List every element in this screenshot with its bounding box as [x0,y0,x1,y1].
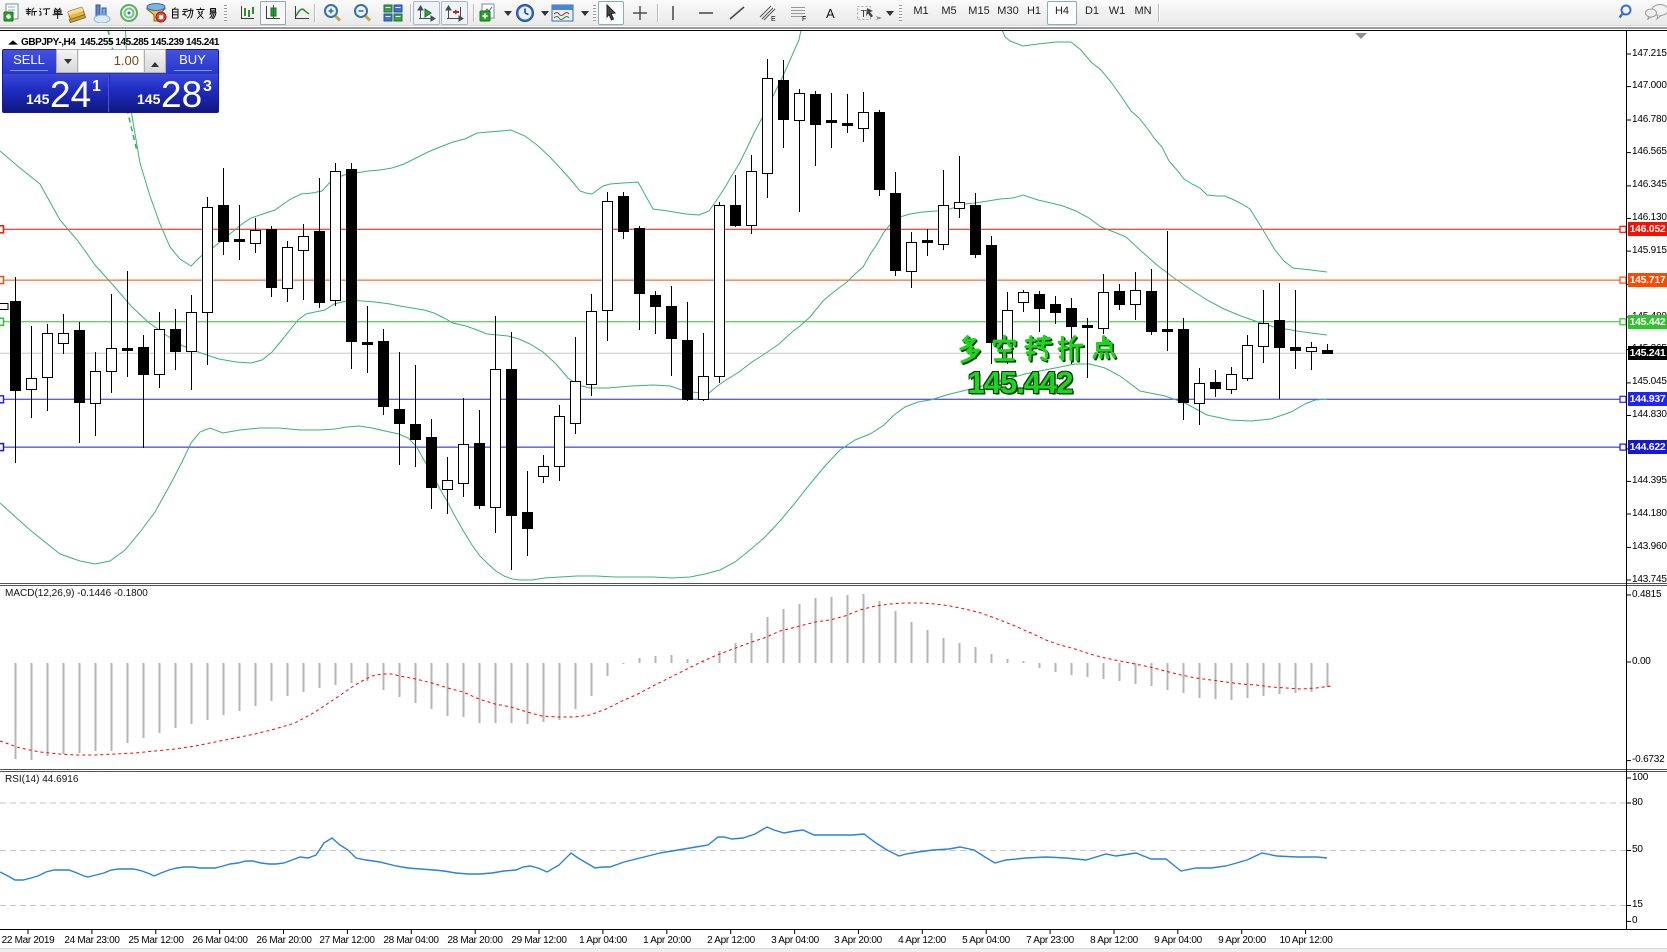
svg-text:E: E [771,16,776,22]
svg-text:T: T [861,9,867,20]
svg-text:F: F [802,16,806,22]
